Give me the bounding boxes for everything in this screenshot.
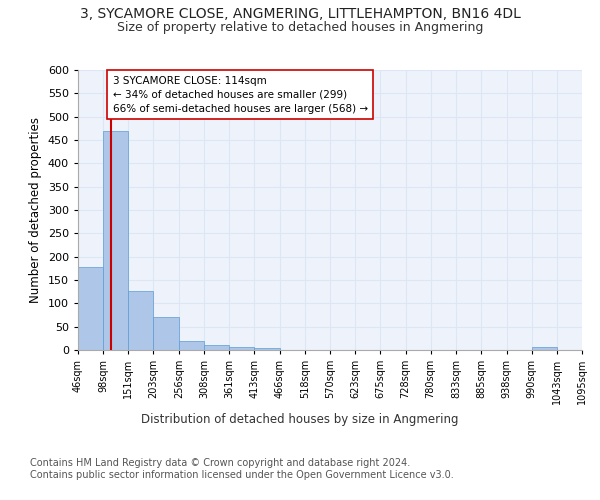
Text: Distribution of detached houses by size in Angmering: Distribution of detached houses by size …	[141, 412, 459, 426]
Text: Contains HM Land Registry data © Crown copyright and database right 2024.: Contains HM Land Registry data © Crown c…	[30, 458, 410, 468]
Bar	[229, 346, 254, 350]
Bar	[154, 318, 179, 350]
Text: Contains public sector information licensed under the Open Government Licence v3: Contains public sector information licen…	[30, 470, 454, 480]
Y-axis label: Number of detached properties: Number of detached properties	[29, 117, 42, 303]
Bar	[128, 291, 154, 350]
Bar	[532, 347, 557, 350]
Bar	[254, 348, 280, 350]
Bar	[204, 346, 229, 350]
Text: 3, SYCAMORE CLOSE, ANGMERING, LITTLEHAMPTON, BN16 4DL: 3, SYCAMORE CLOSE, ANGMERING, LITTLEHAMP…	[80, 8, 520, 22]
Bar	[179, 341, 204, 350]
Bar	[78, 267, 103, 350]
Bar	[103, 131, 128, 350]
Text: Size of property relative to detached houses in Angmering: Size of property relative to detached ho…	[117, 21, 483, 34]
Text: 3 SYCAMORE CLOSE: 114sqm
← 34% of detached houses are smaller (299)
66% of semi-: 3 SYCAMORE CLOSE: 114sqm ← 34% of detach…	[113, 76, 368, 114]
